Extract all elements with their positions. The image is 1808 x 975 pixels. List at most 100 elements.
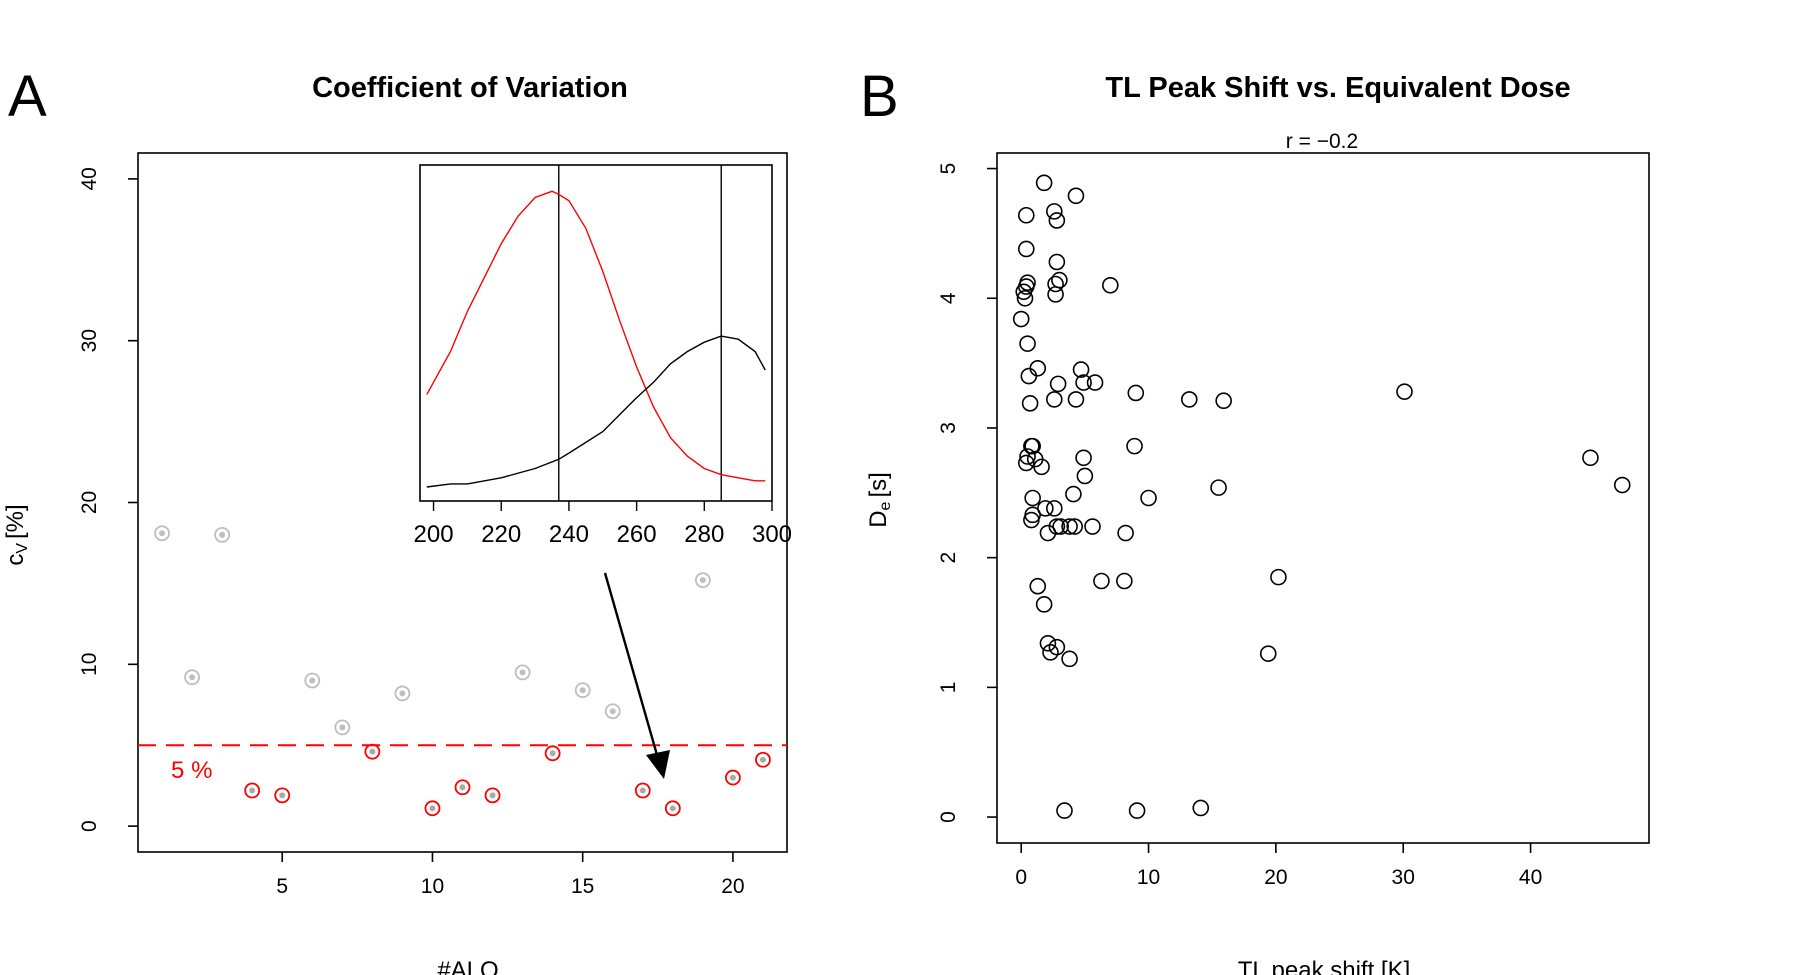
chart-b-point (1046, 391, 1063, 408)
chart-b-point (1023, 437, 1040, 455)
arrow-annotation (603, 572, 670, 779)
chart-b-point (1039, 634, 1057, 652)
chart-a-title: Coefficient of Variation (312, 72, 628, 104)
chart-a-point (424, 800, 441, 817)
inset-chart: 200 220 240 260 280 300 (414, 165, 792, 548)
chart-b-y-axis-label: De [s] (865, 472, 894, 528)
chart-b-point (1116, 572, 1133, 590)
chart-b-x-tick-label: 20 (1264, 866, 1287, 889)
panel-letter-b: B (860, 64, 899, 129)
chart-b-y-tick-label: 1 (937, 682, 960, 694)
chart-a-y-tick-label: 30 (78, 329, 101, 352)
chart-b-point (1048, 212, 1066, 229)
chart-b-point (1215, 392, 1232, 410)
chart-b-point (1259, 645, 1277, 662)
chart-b-point (1128, 802, 1146, 819)
chart-a-point (184, 669, 200, 686)
chart-b-point (1140, 489, 1157, 507)
chart-b-x-tick-label: 0 (1015, 866, 1027, 889)
chart-b-point (1126, 437, 1143, 455)
arrow-shaft (603, 572, 661, 763)
chart-b-points (1012, 174, 1631, 819)
chart-a-point (514, 664, 531, 681)
chart-b-point (1042, 644, 1059, 661)
chart-a-points (154, 525, 771, 817)
chart-b-point (1037, 500, 1054, 517)
chart-b-point (1066, 518, 1083, 535)
chart-b-point (1093, 572, 1110, 590)
chart-a-point (544, 745, 561, 762)
chart-b-y-tick-label: 0 (937, 811, 960, 823)
chart-b-point (1047, 286, 1064, 303)
chart-a-point (244, 782, 261, 799)
chart-a-point (274, 787, 291, 804)
chart-b-x-axis: 0 10 20 30 40 (1015, 843, 1542, 889)
chart-b-y-tick-label: 3 (937, 422, 960, 434)
inset-series-red (426, 190, 766, 482)
chart-b-point (1017, 454, 1035, 472)
chart-b-point (1270, 568, 1287, 586)
chart-a-point (634, 782, 651, 799)
chart-b-title: TL Peak Shift vs. Equivalent Dose (1105, 72, 1570, 104)
chart-b-point (1017, 240, 1035, 258)
chart-b-point (1029, 577, 1047, 595)
chart-b-point (1049, 375, 1067, 393)
chart-a-point (664, 800, 681, 817)
chart-b-point (1102, 276, 1119, 294)
chart-a-x-axis: 5 10 15 20 (276, 852, 745, 898)
chart-b-point (1582, 449, 1599, 467)
chart-b-point (1061, 518, 1078, 535)
inset-x-tick-label: 300 (752, 521, 792, 548)
chart-b-point (1035, 596, 1053, 613)
inset-series-black (426, 335, 766, 488)
panel-letter-a: A (8, 64, 47, 129)
inset-x-tick-label: 260 (617, 521, 657, 548)
chart-a-point (694, 572, 711, 589)
chart-b-ylabel-main: D (865, 510, 892, 527)
chart-a-y-axis: 0 10 20 30 40 (78, 167, 138, 832)
chart-b-point (1019, 274, 1036, 291)
chart-b-point (1023, 511, 1040, 529)
inset-x-tick-label: 220 (481, 521, 521, 548)
chart-b-point (1035, 174, 1053, 192)
chart-b-point (1024, 489, 1041, 507)
chart-a-ylabel-sub: V (14, 543, 31, 554)
chart-a-point (574, 682, 591, 699)
chart-b-point (1067, 187, 1085, 205)
chart-a-point (364, 743, 381, 760)
chart-b-point (1056, 802, 1073, 819)
chart-a-point (725, 769, 741, 786)
chart-a-point (304, 672, 321, 689)
inset-plot-frame (419, 164, 773, 502)
chart-a-y-tick-label: 20 (78, 491, 101, 514)
chart-b-subtitle: r = −0.2 (1286, 130, 1358, 153)
chart-b-point (1396, 383, 1413, 400)
chart-b-y-axis: 0 1 2 3 4 5 (937, 163, 997, 823)
chart-b-point (1127, 384, 1145, 402)
chart-b-y-tick-label: 5 (937, 163, 960, 175)
chart-b-point (1048, 518, 1066, 535)
chart-b-ylabel-sub: e (877, 501, 894, 510)
panel-b: B TL Peak Shift vs. Equivalent Dose r = … (860, 64, 1650, 975)
chart-b-ylabel-unit: [s] (865, 472, 892, 497)
chart-a-ylabel-unit: [%] (2, 504, 29, 539)
chart-b-point (1180, 391, 1198, 408)
chart-b-point (1076, 467, 1094, 485)
chart-b-point (1052, 518, 1069, 535)
chart-b-point (1047, 275, 1064, 293)
chart-b-y-tick-label: 2 (937, 552, 960, 564)
chart-b-point (1075, 449, 1092, 467)
chart-a-point (154, 525, 170, 542)
chart-b-point (1026, 450, 1044, 468)
chart-a-y-tick-label: 10 (78, 653, 101, 676)
chart-b-point (1065, 485, 1082, 503)
chart-a-point (454, 779, 471, 796)
chart-b-point (1020, 367, 1038, 385)
chart-b-x-tick-label: 40 (1519, 866, 1542, 889)
chart-a-x-tick-label: 10 (421, 875, 444, 898)
chart-a-x-axis-label: #ALQ (437, 957, 498, 975)
chart-b-point (1067, 391, 1085, 408)
chart-a-point (214, 526, 231, 543)
chart-a-point (394, 685, 411, 702)
